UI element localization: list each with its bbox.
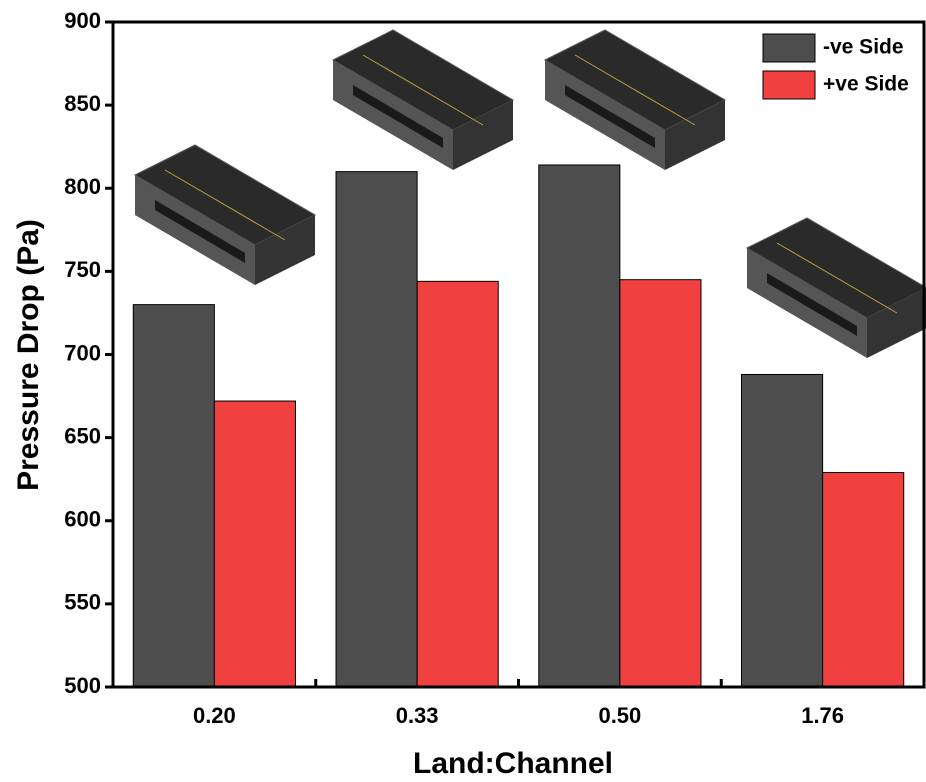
y-tick-label: 600 bbox=[64, 507, 101, 532]
legend-label: -ve Side bbox=[823, 36, 904, 59]
y-tick-label: 750 bbox=[64, 257, 101, 282]
bar bbox=[214, 401, 295, 687]
bar bbox=[620, 280, 701, 687]
bar bbox=[417, 281, 498, 687]
y-tick-label: 500 bbox=[64, 673, 101, 698]
x-tick-label: 1.76 bbox=[801, 703, 844, 728]
legend-swatch bbox=[763, 34, 815, 62]
y-tick-label: 850 bbox=[64, 91, 101, 116]
y-tick-label: 650 bbox=[64, 423, 101, 448]
chart: Land:Channel Pressure Drop (Pa) 0.20 0.33… bbox=[0, 0, 926, 782]
x-tick-label: 0.33 bbox=[396, 703, 439, 728]
y-axis-title: Pressure Drop (Pa) bbox=[12, 219, 45, 491]
x-tick-label: 0.20 bbox=[193, 703, 236, 728]
y-tick-label: 550 bbox=[64, 590, 101, 615]
bar bbox=[742, 374, 823, 687]
bar bbox=[539, 165, 620, 687]
legend-swatch bbox=[763, 71, 815, 99]
x-tick-label: 0.50 bbox=[598, 703, 641, 728]
legend-label: +ve Side bbox=[823, 73, 909, 96]
y-tick-label: 800 bbox=[64, 174, 101, 199]
y-tick-label: 700 bbox=[64, 340, 101, 365]
x-axis-title: Land:Channel bbox=[413, 747, 613, 780]
bar bbox=[336, 172, 417, 687]
bar bbox=[823, 473, 904, 687]
bar bbox=[133, 305, 214, 687]
y-tick-label: 900 bbox=[64, 8, 101, 33]
